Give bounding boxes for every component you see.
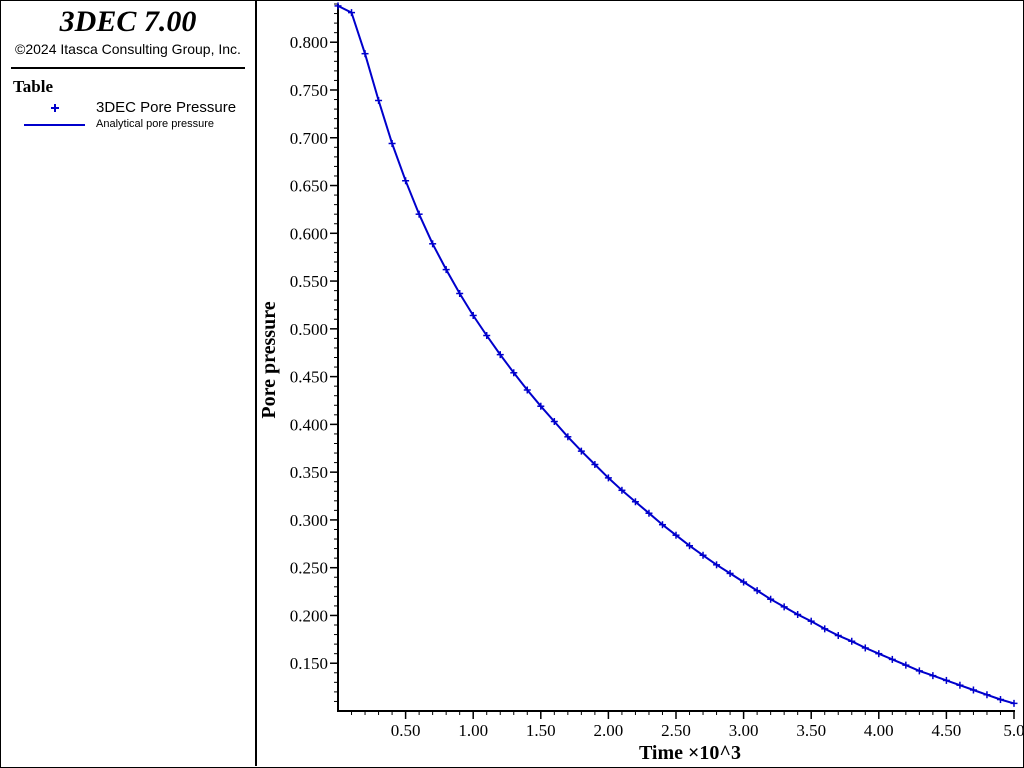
data-point <box>469 311 477 319</box>
data-point <box>442 266 450 274</box>
tick-labels: 0.50 1.00 1.50 2.00 2.50 3.00 3.50 4.00 4.50 5.0 0… <box>290 33 1024 740</box>
data-point <box>334 2 342 10</box>
data-point <box>429 240 437 248</box>
data-point <box>740 578 748 586</box>
legend-label: 3DEC Pore Pressure <box>96 99 237 116</box>
data-point <box>983 691 991 699</box>
x-tick-label: 0.50 <box>391 721 421 740</box>
data-point <box>348 9 356 17</box>
y-tick-label: 0.250 <box>290 559 328 578</box>
data-point <box>402 177 410 185</box>
data-point <box>861 644 869 652</box>
data-point <box>604 474 612 482</box>
data-point <box>956 681 964 689</box>
y-tick-label: 0.400 <box>290 415 328 434</box>
data-point <box>375 96 383 104</box>
x-tick-label: 2.00 <box>594 721 624 740</box>
3dec-series <box>334 2 1018 707</box>
data-point <box>753 587 761 595</box>
app-title: 3DEC 7.00 <box>59 5 197 38</box>
y-tick-label: 0.750 <box>290 81 328 100</box>
data-point <box>686 542 694 550</box>
data-point <box>1010 699 1018 707</box>
data-point <box>888 655 896 663</box>
data-point <box>672 531 680 539</box>
data-point <box>915 667 923 675</box>
data-point <box>361 50 369 58</box>
y-tick-label: 0.650 <box>290 177 328 196</box>
data-point <box>645 509 653 517</box>
x-tick-label: 4.00 <box>864 721 894 740</box>
x-tick-label: 1.50 <box>526 721 556 740</box>
data-point <box>537 402 545 410</box>
axes <box>330 3 1015 719</box>
data-point <box>415 210 423 218</box>
data-point <box>834 632 842 640</box>
y-tick-label: 0.500 <box>290 320 328 339</box>
y-tick-label: 0.150 <box>290 654 328 673</box>
data-point <box>969 686 977 694</box>
data-point <box>902 661 910 669</box>
analytical-series <box>337 5 1015 705</box>
data-point <box>496 351 504 359</box>
legend-title: Table <box>13 77 54 96</box>
y-tick-label: 0.550 <box>290 272 328 291</box>
y-tick-label: 0.200 <box>290 606 328 625</box>
data-point <box>456 289 464 297</box>
data-point <box>875 650 883 658</box>
x-tick-label: 4.50 <box>932 721 962 740</box>
data-point <box>726 569 734 577</box>
data-point <box>713 561 721 569</box>
analytical-line <box>337 5 1015 705</box>
data-point <box>658 521 666 529</box>
data-point <box>848 637 856 645</box>
x-tick-label: 1.00 <box>458 721 488 740</box>
data-point <box>942 676 950 684</box>
data-point <box>523 386 531 394</box>
data-point <box>618 486 626 494</box>
line-marker-icon <box>24 124 85 126</box>
data-point <box>564 433 572 441</box>
data-point <box>631 498 639 506</box>
y-tick-label: 0.600 <box>290 224 328 243</box>
data-point <box>699 551 707 559</box>
y-axis-title: Pore pressure <box>258 301 280 418</box>
y-tick-label: 0.300 <box>290 511 328 530</box>
data-point <box>388 139 396 147</box>
y-tick-label: 0.350 <box>290 463 328 482</box>
x-tick-label: 5.0 <box>1003 721 1024 740</box>
legend-label: Analytical pore pressure <box>96 118 215 130</box>
legend-panel: 3DEC 7.00 ©2024 Itasca Consulting Group,… <box>1 1 257 766</box>
x-axis-title: Time ×10^3 <box>639 742 741 764</box>
data-point <box>767 595 775 603</box>
data-point <box>794 611 802 619</box>
data-point <box>821 625 829 633</box>
data-point <box>780 603 788 611</box>
data-point <box>483 332 491 340</box>
x-tick-label: 2.50 <box>661 721 691 740</box>
data-point <box>929 672 937 680</box>
plus-marker-icon <box>51 104 59 112</box>
data-point <box>550 418 558 426</box>
data-point <box>591 461 599 469</box>
data-point <box>510 369 518 377</box>
y-tick-label: 0.450 <box>290 368 328 387</box>
data-point <box>807 617 815 625</box>
copyright-text: ©2024 Itasca Consulting Group, Inc. <box>15 41 241 57</box>
y-tick-label: 0.700 <box>290 129 328 148</box>
title-divider <box>11 67 245 69</box>
data-point <box>577 447 585 455</box>
x-tick-label: 3.00 <box>729 721 759 740</box>
x-tick-label: 3.50 <box>796 721 826 740</box>
y-tick-label: 0.800 <box>290 33 328 52</box>
data-point <box>996 696 1004 704</box>
